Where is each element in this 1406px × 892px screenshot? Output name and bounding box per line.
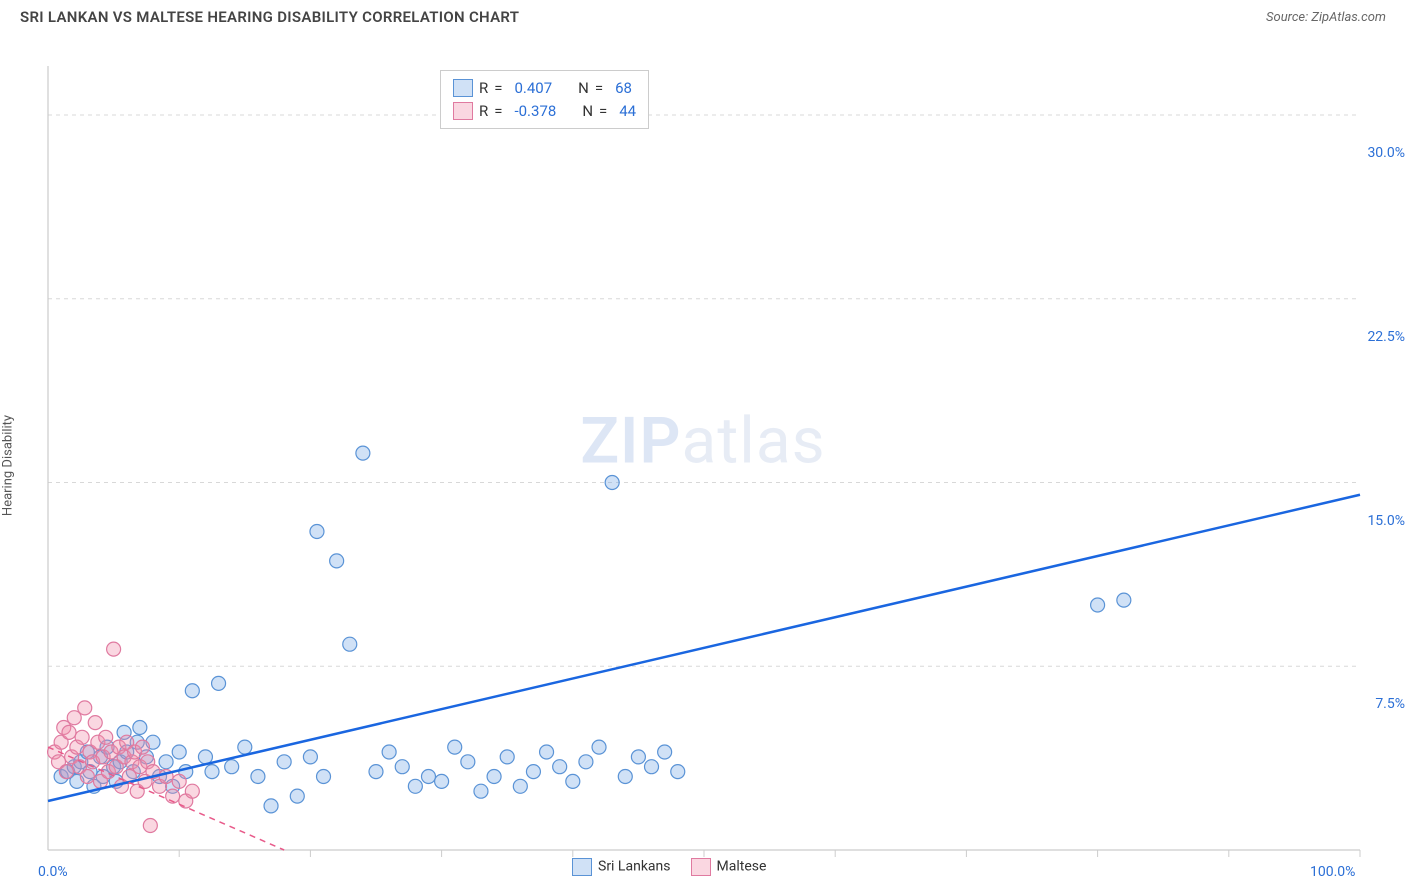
y-tick-label: 7.5% [1345, 696, 1405, 712]
scatter-point [408, 779, 422, 793]
scatter-point [461, 755, 475, 769]
y-tick-label: 15.0% [1345, 513, 1405, 529]
correlation-legend-row: R=0.407N=68 [453, 77, 636, 100]
scatter-point [264, 799, 278, 813]
scatter-point [526, 765, 540, 779]
scatter-point [238, 740, 252, 754]
scatter-point [330, 554, 344, 568]
scatter-point [310, 525, 324, 539]
x-axis-max-label: 100.0% [1310, 864, 1355, 880]
legend-n-value: 68 [615, 77, 632, 100]
series-name: Maltese [717, 859, 767, 875]
legend-r-value: 0.407 [514, 77, 552, 100]
scatter-point [251, 770, 265, 784]
y-tick-label: 22.5% [1345, 329, 1405, 345]
legend-r-label: R [479, 77, 488, 100]
scatter-point [212, 676, 226, 690]
series-legend-item: Maltese [691, 858, 767, 876]
scatter-point [395, 760, 409, 774]
scatter-point [421, 770, 435, 784]
scatter-point [645, 760, 659, 774]
scatter-point [143, 819, 157, 833]
scatter-point [448, 740, 462, 754]
scatter-point [618, 770, 632, 784]
scatter-point [605, 476, 619, 490]
legend-n-value: 44 [619, 100, 636, 123]
scatter-point [78, 701, 92, 715]
x-axis-min-label: 0.0% [38, 864, 68, 880]
scatter-point [487, 770, 501, 784]
scatter-point [303, 750, 317, 764]
scatter-point [369, 765, 383, 779]
scatter-point [1091, 598, 1105, 612]
scatter-point [592, 740, 606, 754]
scatter-point [107, 642, 121, 656]
legend-swatch [453, 79, 473, 97]
scatter-point [474, 784, 488, 798]
chart-source: Source: ZipAtlas.com [1266, 10, 1386, 25]
scatter-point [172, 745, 186, 759]
scatter-point [631, 750, 645, 764]
correlation-legend: R=0.407N=68R=-0.378N=44 [440, 70, 649, 129]
scatter-point [500, 750, 514, 764]
correlation-legend-row: R=-0.378N=44 [453, 100, 636, 123]
chart-title: SRI LANKAN VS MALTESE HEARING DISABILITY… [20, 8, 519, 26]
scatter-point [59, 765, 73, 779]
scatter-point [553, 760, 567, 774]
scatter-point [356, 446, 370, 460]
scatter-point [75, 730, 89, 744]
scatter-point [205, 765, 219, 779]
scatter-point [382, 745, 396, 759]
series-legend: Sri Lankans Maltese [572, 858, 766, 876]
scatter-point [172, 774, 186, 788]
scatter-point [99, 730, 113, 744]
legend-swatch [572, 858, 592, 876]
chart-header: SRI LANKAN VS MALTESE HEARING DISABILITY… [0, 0, 1406, 30]
scatter-point [185, 784, 199, 798]
scatter-point [62, 725, 76, 739]
legend-n-label: N [582, 100, 593, 123]
legend-r-value: -0.378 [514, 100, 556, 123]
scatter-point [290, 789, 304, 803]
scatter-point [671, 765, 685, 779]
scatter-point [133, 721, 147, 735]
scatter-point [1117, 593, 1131, 607]
scatter-point [513, 779, 527, 793]
scatter-point [540, 745, 554, 759]
series-name: Sri Lankans [598, 859, 671, 875]
scatter-point [159, 755, 173, 769]
y-axis-label: Hearing Disability [1, 415, 16, 516]
scatter-point [135, 740, 149, 754]
scatter-point [198, 750, 212, 764]
series-legend-item: Sri Lankans [572, 858, 671, 876]
scatter-point [80, 770, 94, 784]
scatter-point [185, 684, 199, 698]
scatter-plot-svg [0, 30, 1406, 886]
scatter-point [566, 774, 580, 788]
legend-n-label: N [578, 77, 589, 100]
legend-swatch [453, 102, 473, 120]
scatter-point [658, 745, 672, 759]
scatter-point [225, 760, 239, 774]
scatter-point [88, 716, 102, 730]
scatter-point [343, 637, 357, 651]
legend-r-label: R [479, 100, 488, 123]
y-tick-label: 30.0% [1345, 145, 1405, 161]
scatter-point [277, 755, 291, 769]
scatter-point [317, 770, 331, 784]
chart-area: Hearing Disability ZIPatlas R=0.407N=68R… [0, 30, 1406, 886]
scatter-point [435, 774, 449, 788]
legend-swatch [691, 858, 711, 876]
scatter-point [579, 755, 593, 769]
